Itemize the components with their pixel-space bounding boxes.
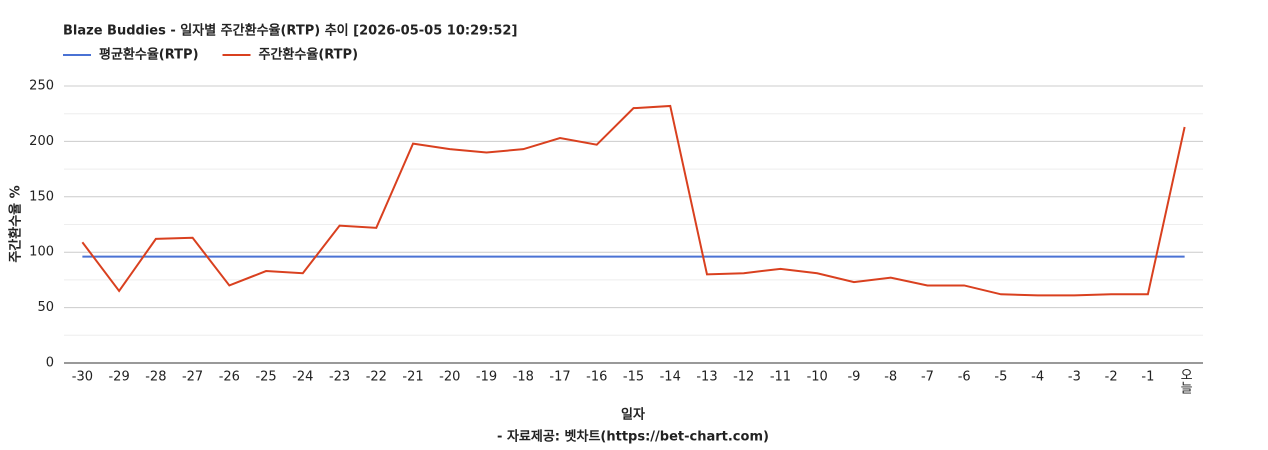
x-tick-label: -21 [402, 370, 423, 385]
x-tick-label: -25 [255, 370, 276, 385]
x-tick-label: -24 [292, 370, 313, 385]
x-tick-label: -18 [513, 370, 534, 385]
x-tick-label: -26 [219, 370, 240, 385]
x-tick-label: -22 [366, 370, 387, 385]
x-tick-label: -3 [1068, 370, 1081, 385]
y-tick-label: 200 [29, 134, 54, 149]
x-tick-label: -11 [770, 370, 791, 385]
x-tick-label: -1 [1141, 370, 1154, 385]
x-tick-label: -14 [660, 370, 681, 385]
y-tick-label: 0 [46, 356, 54, 371]
x-tick-label: -5 [994, 370, 1007, 385]
x-axis-label: 일자 [621, 408, 645, 423]
y-tick-label: 100 [29, 245, 54, 260]
x-tick-label: -17 [549, 370, 570, 385]
x-tick-label: -28 [145, 370, 166, 385]
x-tick-label: -16 [586, 370, 607, 385]
chart-title: Blaze Buddies - 일자별 주간환수율(RTP) 추이 [2026-… [63, 23, 517, 39]
x-tick-label: -10 [807, 370, 828, 385]
x-tick-label: -4 [1031, 370, 1044, 385]
x-tick-label: -13 [696, 370, 717, 385]
x-tick-label: -7 [921, 370, 934, 385]
x-tick-label: -27 [182, 370, 203, 385]
footer: - 자료제공: 벳차트(https://bet-chart.com) [497, 429, 769, 445]
x-tick-label: -9 [847, 370, 860, 385]
x-tick-label: -8 [884, 370, 897, 385]
legend-label: 주간환수율(RTP) [259, 47, 359, 63]
legend-label: 평균환수율(RTP) [99, 47, 199, 63]
series-line [81, 104, 1186, 297]
x-tick-label: -23 [329, 370, 350, 385]
x-tick-label: -19 [476, 370, 497, 385]
y-tick-label: 250 [29, 79, 54, 94]
x-tick-label: -30 [72, 370, 93, 385]
x-tick-label: 오늘 [1177, 368, 1192, 394]
x-tick-label: -20 [439, 370, 460, 385]
y-axis-label: 주간환수율 % [8, 185, 24, 262]
y-tick-label: 50 [37, 300, 54, 315]
x-tick-label: -2 [1105, 370, 1118, 385]
x-tick-label: -6 [958, 370, 971, 385]
x-tick-label: -15 [623, 370, 644, 385]
x-tick-label: -12 [733, 370, 754, 385]
x-tick-label: -29 [108, 370, 129, 385]
y-tick-label: 150 [29, 189, 54, 204]
